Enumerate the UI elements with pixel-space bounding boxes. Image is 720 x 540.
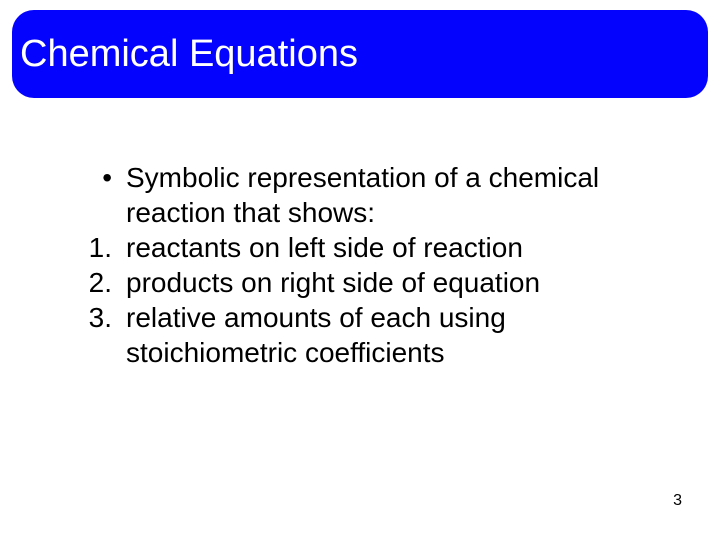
page-number: 3 <box>673 492 682 510</box>
list-text: relative amounts of each using stoichiom… <box>126 300 670 370</box>
list-text: products on right side of equation <box>126 265 670 300</box>
list-item: 2. products on right side of equation <box>70 265 670 300</box>
definition-list: • Symbolic representation of a chemical … <box>70 160 670 370</box>
list-marker: 1. <box>70 230 112 265</box>
list-marker: • <box>70 160 112 195</box>
list-item: 3. relative amounts of each using stoich… <box>70 300 670 370</box>
list-text: Symbolic representation of a chemical re… <box>126 160 670 230</box>
list-item: 1. reactants on left side of reaction <box>70 230 670 265</box>
slide-title: Chemical Equations <box>20 33 358 76</box>
list-marker: 3. <box>70 300 112 335</box>
list-item: • Symbolic representation of a chemical … <box>70 160 670 230</box>
body-content: • Symbolic representation of a chemical … <box>70 160 670 370</box>
title-bar: Chemical Equations <box>12 10 708 98</box>
list-text: reactants on left side of reaction <box>126 230 670 265</box>
list-marker: 2. <box>70 265 112 300</box>
